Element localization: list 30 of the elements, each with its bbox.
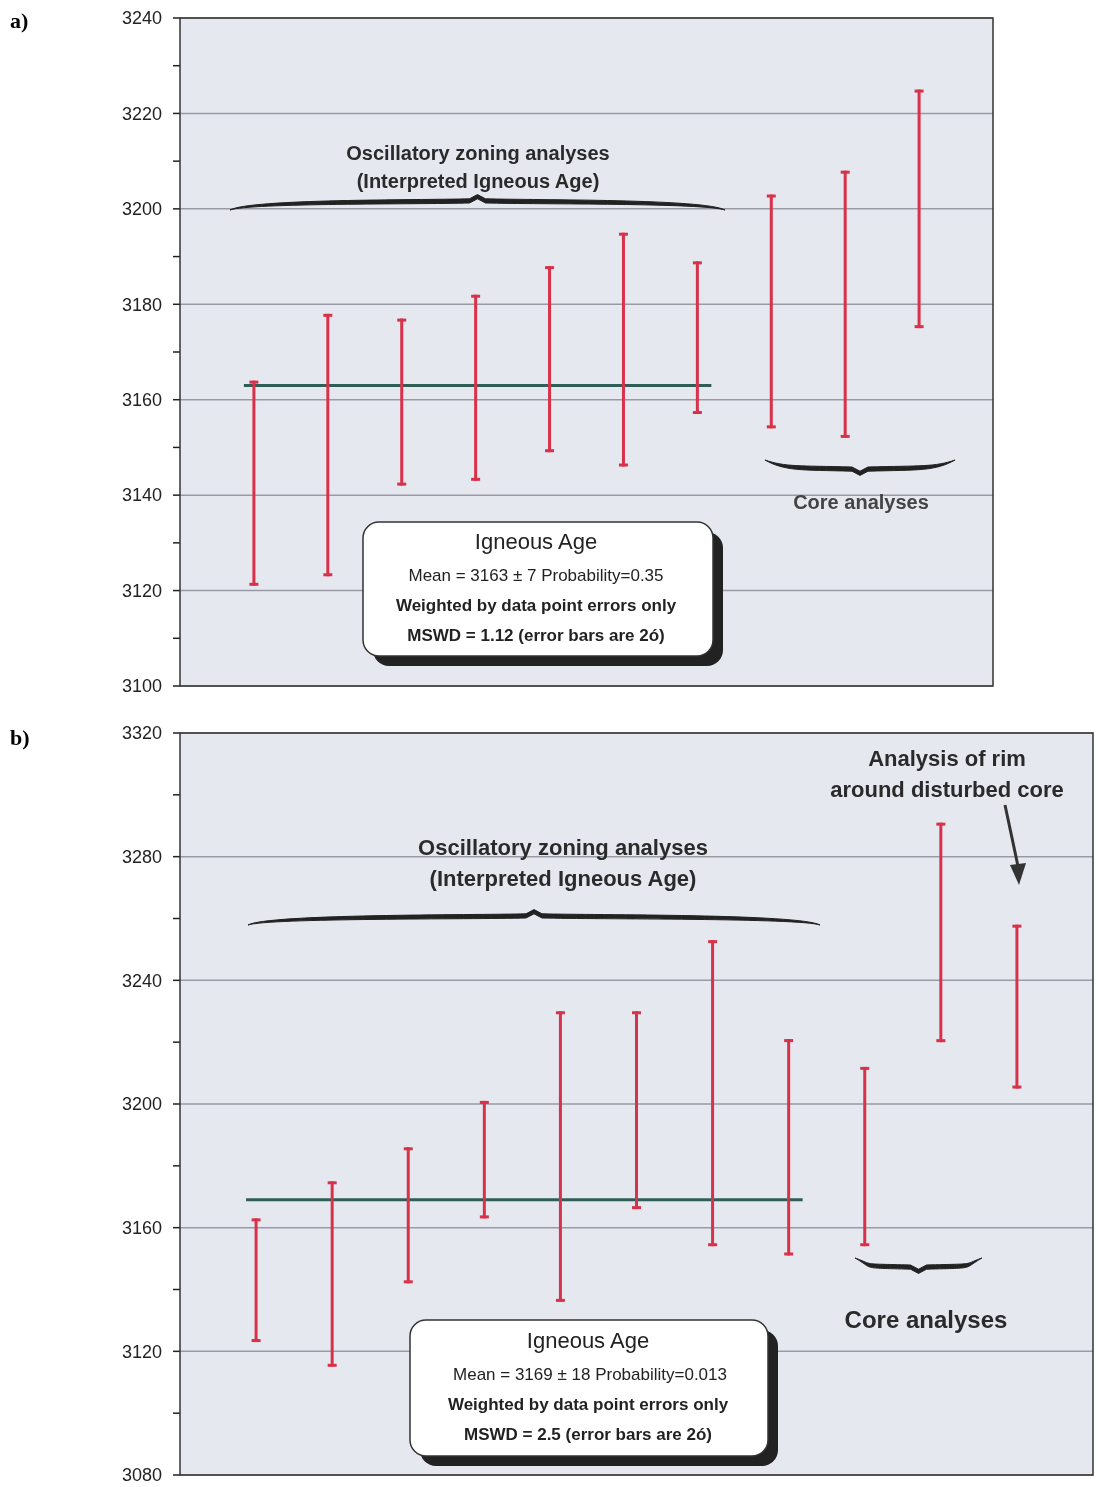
annotation: Oscillatory zoning analyses (Interpreted Igneous Age) <box>418 835 708 891</box>
annotation: Mean = 3163 ± 7 Probability=0.35 <box>408 566 664 585</box>
annotation: Mean = 3169 ± 18 Probability=0.013 <box>453 1365 727 1384</box>
y-tick-label: 3280 <box>121 846 162 867</box>
y-tick-label: 3200 <box>121 1094 162 1115</box>
y-tick-label: 3100 <box>121 676 162 697</box>
y-tick-label: 3240 <box>121 970 162 991</box>
chart-title: a) <box>10 8 29 33</box>
annotation: MSWD = 1.12 (error bars are 2ó) <box>407 626 665 645</box>
y-tick-label: 3320 <box>121 723 162 744</box>
y-tick-label: 3160 <box>121 390 162 411</box>
y-tick-label: 3200 <box>121 199 162 220</box>
y-tick-label: 3180 <box>121 294 162 315</box>
y-tick-label: 3240 <box>121 8 162 29</box>
annotation: Core analyses <box>793 491 929 513</box>
y-tick-label: 3120 <box>121 1341 162 1362</box>
annotation: Weighted by data point errors only <box>447 1395 729 1414</box>
annotation: Core analyses <box>844 1306 1008 1333</box>
annotation: Igneous Age <box>474 529 598 554</box>
annotation: Analysis of rim around disturbed core <box>830 746 1064 802</box>
y-tick-label: 3220 <box>121 103 162 124</box>
y-tick-label: 3120 <box>121 580 162 601</box>
y-tick-label: 3080 <box>121 1465 162 1486</box>
annotation: Weighted by data point errors only <box>395 596 677 615</box>
y-tick-label: 3160 <box>121 1217 162 1238</box>
chart-title: b) <box>10 725 30 750</box>
annotation: Igneous Age <box>526 1328 650 1353</box>
annotation: Oscillatory zoning analyses (Interpreted Igneous Age) <box>346 142 610 192</box>
y-tick-label: 3140 <box>121 485 162 506</box>
annotation: MSWD = 2.5 (error bars are 2ó) <box>463 1425 713 1444</box>
